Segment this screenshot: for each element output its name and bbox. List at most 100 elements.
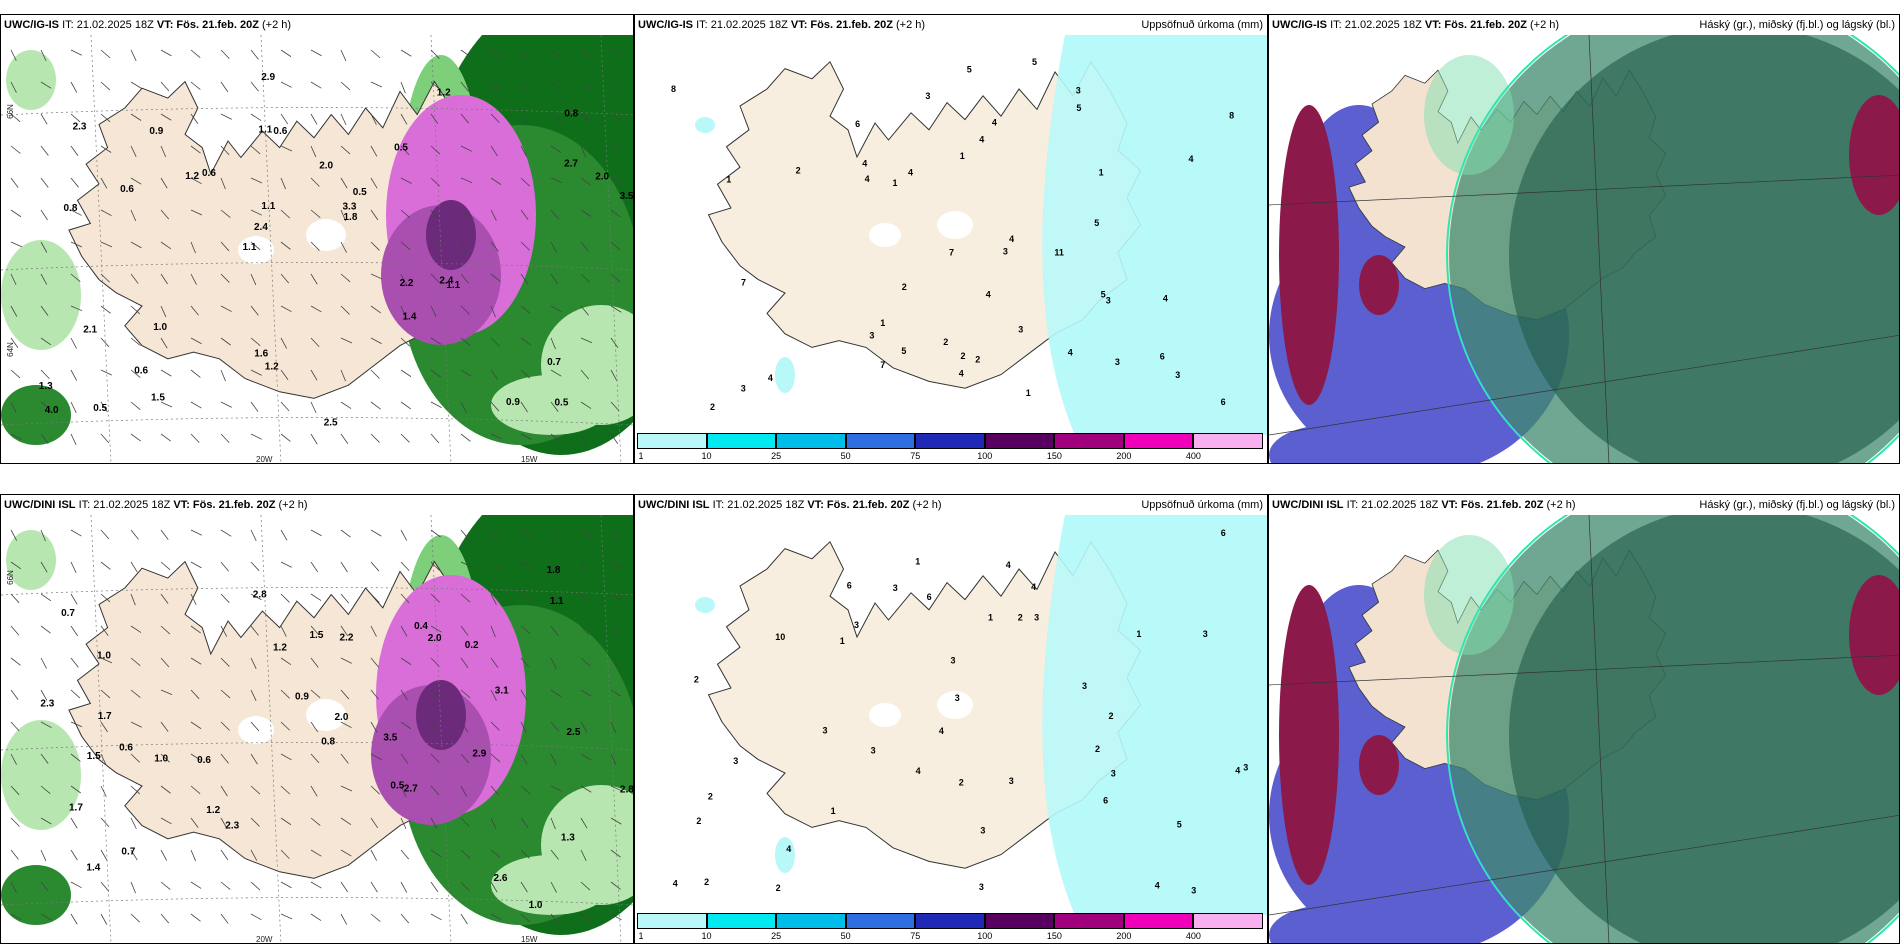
low-cloud [1269,905,1389,943]
wind-barb [130,593,136,606]
wind-barb [190,721,202,729]
wind-barb [250,785,261,795]
accum-value-label: 3 [1243,762,1248,772]
wind-barb [430,401,442,408]
colorbar-swatch [637,913,707,929]
panel-precip-rate-igis: UWC/IG-IS IT: 21.02.2025 18Z VT: Fös. 21… [0,14,634,464]
rate-value-label: 2.7 [404,783,418,794]
colorbar-tick: 400 [1185,451,1201,461]
wind-barb [280,817,292,826]
colorbar-swatch [845,913,916,929]
wind-barb [580,849,587,861]
wind-barb [400,433,410,443]
wind-barb [520,657,530,668]
wind-barb [190,337,202,345]
wind-barb [610,785,623,792]
wind-barb [280,401,290,412]
accum-value-label: 4 [992,118,997,128]
rate-value-label: 0.5 [394,142,408,153]
wind-barb [580,49,591,58]
wind-barb [460,625,469,636]
colorbar-swatch [706,433,777,449]
wind-barb [160,49,172,57]
wind-barb [610,113,622,121]
wind-barb [40,433,49,444]
colorbar-tick: 25 [771,451,782,461]
rate-value-label: 1.0 [529,900,543,911]
wind-barb [10,305,18,317]
wind-barb [100,145,112,153]
wind-barb [310,305,322,313]
accum-value-label: 1 [831,806,836,816]
wind-barb [130,369,141,378]
wind-barb [340,753,349,764]
wind-barb [100,209,112,217]
wind-barb [220,529,232,537]
wind-barb [40,273,48,285]
rain-area [1,385,71,445]
wind-barb [610,561,622,568]
wind-barb [400,785,407,798]
wind-barb [310,817,321,826]
rate-value-label: 1.7 [69,802,83,813]
wind-barb [70,753,81,762]
wind-barb [250,241,261,251]
wind-barb [580,177,591,186]
wind-barb [310,145,317,158]
wind-barb [310,401,317,414]
wind-barb [610,49,623,56]
wind-barb [490,337,500,347]
precip-area [775,837,795,873]
accum-value-label: 2 [943,337,948,347]
wind-barb [280,881,292,889]
wind-barb [250,337,261,346]
rate-value-label: 1.1 [258,125,272,136]
rate-value-label: 0.7 [121,847,135,858]
wind-barb [280,305,292,313]
wind-barb [460,241,468,253]
colorbar-tick: 150 [1046,931,1062,941]
wind-barb [430,209,439,221]
accum-value-label: 3 [1082,681,1087,691]
wind-barb [460,145,472,152]
wind-barb [580,721,588,733]
wind-barb [340,529,351,538]
wind-barb [250,433,262,440]
wind-barb [40,209,48,221]
colorbar: 1 10 25 50 75 100 150 200 400 [637,433,1265,461]
wind-barb [310,625,320,636]
accum-value-label: 3 [1003,246,1008,256]
rate-value-label: 2.0 [319,161,333,172]
wind-barb [250,913,262,921]
wind-barb [280,369,289,380]
graticule [1,515,633,943]
wind-barb [490,561,501,571]
wind-barb [160,433,171,442]
wind-barb [40,369,50,379]
wind-barb [580,369,590,380]
wind-barb [400,721,412,730]
wind-barb [520,305,531,314]
wind-barb [190,241,196,254]
wind-barb [520,433,532,440]
colorbar-swatch [637,433,707,449]
wind-barb [340,657,352,664]
accum-value-label: 4 [1009,234,1014,244]
wind-barb [340,625,349,637]
rain-area-light [1,720,81,830]
wind-barb [160,753,170,763]
wind-barb [10,625,20,636]
accum-value-label: 3 [741,384,746,394]
wind-barb [340,273,351,283]
wind-barb [310,433,318,445]
wind-barb [460,881,470,892]
wind-barb [430,81,441,90]
graticule-line [260,515,282,943]
wind-barb [550,81,561,90]
graticule-line [90,35,112,463]
accum-value-label: 3 [955,693,960,703]
wind-barb [550,689,562,697]
wind-barb [400,689,408,701]
wind-barb [430,817,438,829]
